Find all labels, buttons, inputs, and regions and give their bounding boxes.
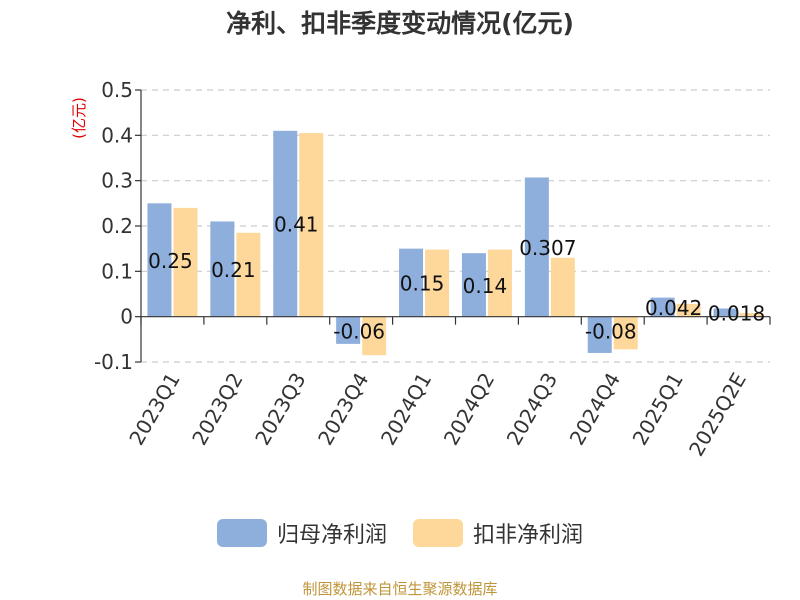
bar-deducted-net-profit (173, 207, 198, 317)
data-label: 0.042 (645, 296, 702, 320)
legend-item-series-1[interactable]: 归母净利润 (216, 517, 387, 549)
data-label: 0.307 (519, 236, 576, 260)
bar-net-profit (147, 203, 172, 317)
bar-net-profit (273, 130, 298, 317)
x-tick-label: 2024Q3 (502, 369, 562, 450)
y-tick-label: 0.4 (101, 123, 133, 147)
bar-deducted-net-profit (550, 257, 575, 317)
data-label: 0.25 (148, 249, 193, 273)
data-labels: 0.25 0.21 0.41 -0.06 0.15 0.14 0.307 -0.08 0.042… (148, 213, 765, 344)
x-tick-label: 2023Q1 (124, 369, 184, 450)
data-label: 0.41 (274, 213, 319, 237)
bar-deducted-net-profit (362, 316, 387, 356)
chart-title: 净利、扣非季度变动情况(亿元) (226, 9, 574, 38)
data-label: -0.08 (585, 320, 637, 344)
bar-net-profit (210, 221, 235, 317)
bar-deducted-net-profit (487, 249, 512, 317)
bar-net-profit (650, 297, 675, 317)
x-tick-label: 2025Q2E (684, 369, 751, 461)
data-label: -0.06 (333, 320, 385, 344)
legend-swatch-series-1 (216, 519, 267, 547)
data-label: 0.018 (708, 302, 765, 326)
y-tick-label: -0.1 (94, 350, 133, 374)
legend: 归母净利润 扣非净利润 (0, 517, 800, 549)
bar-net-profit (524, 177, 549, 317)
x-tick-label: 2023Q2 (187, 369, 247, 450)
bar-net-profit (336, 316, 361, 344)
bar-net-profit (461, 253, 486, 317)
x-tick-label: 2024Q4 (565, 369, 625, 450)
x-tick-label: 2024Q2 (439, 369, 499, 450)
bar-net-profit (587, 316, 612, 353)
legend-label-series-1: 归母净利润 (276, 523, 387, 548)
bar-net-profit (713, 308, 738, 317)
x-tick-label: 2023Q4 (313, 369, 373, 450)
legend-item-series-2[interactable]: 扣非净利润 (413, 517, 583, 549)
data-label: 0.15 (400, 272, 445, 296)
x-tick-label: 2023Q3 (250, 369, 310, 450)
bars (147, 130, 764, 356)
x-tick-label: 2024Q1 (376, 369, 436, 450)
y-tick-label: 0 (120, 305, 133, 329)
legend-swatch-series-2 (413, 519, 463, 547)
bar-net-profit (399, 248, 424, 317)
y-tick-label: 0.2 (101, 214, 133, 238)
y-tick-label: 0.1 (101, 259, 133, 283)
data-label: 0.14 (463, 274, 508, 298)
bar-deducted-net-profit (613, 316, 638, 350)
bar-deducted-net-profit (236, 232, 261, 317)
bar-deducted-net-profit (299, 133, 324, 317)
bar-deducted-net-profit (425, 249, 450, 317)
y-tick-label: 0.5 (101, 78, 133, 102)
bar-deducted-net-profit (739, 313, 764, 317)
source-note: 制图数据来自恒生聚源数据库 (302, 580, 498, 598)
data-label: 0.21 (211, 258, 256, 282)
x-tick-label: 2025Q1 (628, 369, 688, 450)
legend-label-series-2: 扣非净利润 (473, 523, 584, 548)
bar-deducted-net-profit (676, 303, 701, 317)
y-axis-label: (亿元) (70, 97, 88, 139)
y-tick-label: 0.3 (101, 169, 133, 193)
